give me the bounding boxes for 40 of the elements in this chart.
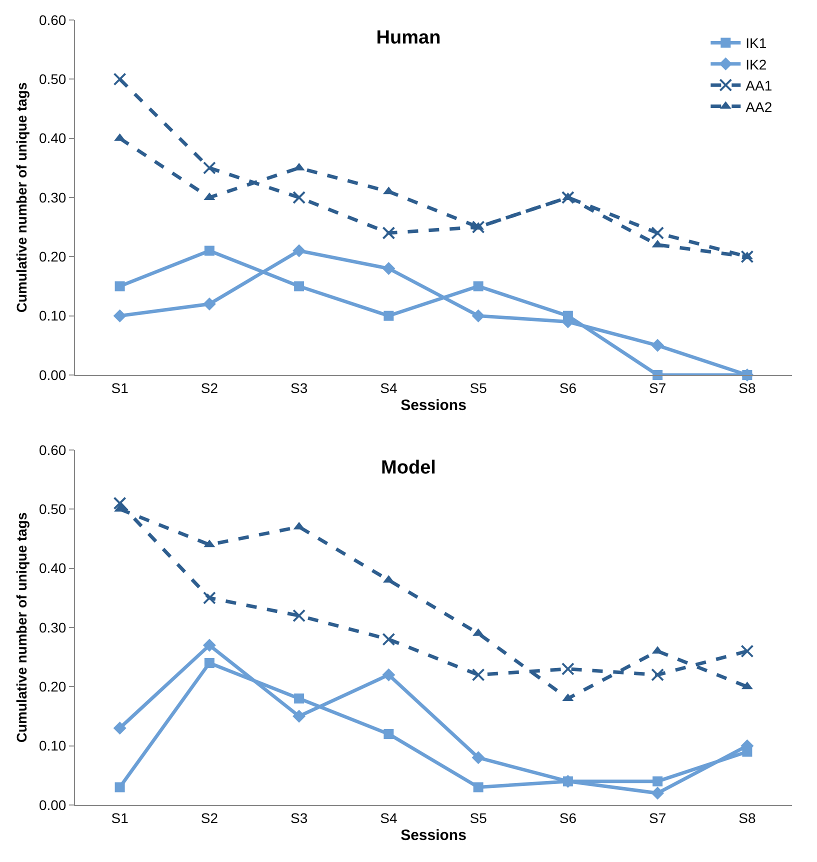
x-tick-label: S7 (648, 810, 666, 826)
x-tick-label: S8 (738, 380, 756, 396)
y-axis-title: Cumulative number of unique tags (14, 82, 30, 313)
y-tick-label: 0.40 (38, 560, 66, 576)
x-tick-label: S5 (470, 380, 488, 396)
y-tick-label: 0.40 (38, 130, 66, 146)
x-tick-label: S8 (738, 810, 756, 826)
y-tick-label: 0.00 (38, 366, 66, 383)
legend-label: IK2 (746, 56, 767, 72)
x-tick-label: S6 (559, 380, 577, 396)
x-tick-label: S4 (380, 380, 398, 396)
x-tick-label: S5 (470, 810, 488, 826)
x-tick-label: S3 (290, 810, 308, 826)
y-tick-label: 0.10 (38, 308, 66, 324)
y-tick-label: 0.60 (38, 442, 66, 458)
x-tick-label: S4 (380, 810, 398, 826)
x-tick-label: S1 (111, 810, 129, 826)
y-tick-label: 0.60 (38, 12, 66, 28)
x-tick-label: S3 (290, 380, 308, 396)
y-tick-label: 0.50 (38, 71, 66, 88)
y-tick-label: 0.30 (38, 619, 66, 636)
y-tick-label: 0.50 (38, 501, 66, 518)
x-tick-label: S2 (200, 810, 218, 826)
x-axis-title: Sessions (400, 826, 466, 844)
x-axis-title: Sessions (400, 396, 466, 414)
x-tick-label: S6 (559, 810, 577, 826)
y-tick-label: 0.00 (38, 796, 66, 813)
legend-label: AA2 (746, 98, 772, 115)
y-tick-label: 0.20 (38, 678, 66, 695)
chart-title: Human (376, 27, 441, 48)
x-tick-label: S2 (200, 380, 218, 396)
x-tick-label: S1 (111, 380, 129, 396)
y-tick-label: 0.30 (38, 189, 66, 206)
y-axis-title: Cumulative number of unique tags (14, 512, 30, 743)
legend-label: IK1 (746, 35, 767, 52)
y-tick-label: 0.20 (38, 248, 66, 265)
y-tick-label: 0.10 (38, 738, 66, 754)
x-tick-label: S7 (648, 380, 666, 396)
chart-title: Model (381, 457, 436, 478)
legend-label: AA1 (746, 78, 772, 94)
